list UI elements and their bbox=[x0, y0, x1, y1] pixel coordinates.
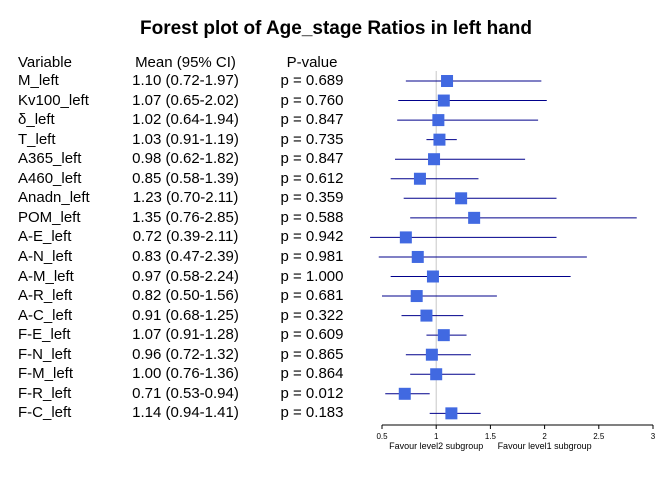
row-variable-label: F-R_left bbox=[18, 384, 72, 402]
x-label-left: Favour level2 subgroup bbox=[389, 441, 483, 451]
point-estimate-marker bbox=[413, 172, 426, 185]
row-variable-label: F-M_left bbox=[18, 365, 74, 383]
row-mean-ci-text: 0.97 (0.58-2.24) bbox=[132, 267, 239, 285]
row-mean-ci-text: 1.07 (0.91-1.28) bbox=[132, 326, 239, 344]
row-p-value-text: p = 0.847 bbox=[280, 150, 344, 168]
x-tick-label: 0.5 bbox=[376, 432, 388, 441]
row-p-value-text: p = 0.735 bbox=[280, 130, 344, 148]
row-variable-label: F-E_left bbox=[18, 326, 71, 344]
row-mean-ci-text: 0.71 (0.53-0.94) bbox=[132, 384, 239, 402]
row-variable-label: A-M_left bbox=[18, 267, 74, 285]
point-estimate-marker bbox=[430, 368, 443, 381]
row-p-value-text: p = 0.609 bbox=[280, 326, 344, 344]
row-variable-label: A-N_left bbox=[18, 247, 73, 265]
chart-title: Forest plot of Age_stage Ratios in left … bbox=[140, 18, 532, 39]
row-p-value-text: p = 1.000 bbox=[280, 267, 344, 285]
row-mean-ci-text: 1.10 (0.72-1.97) bbox=[132, 72, 239, 89]
row-variable-label: A460_left bbox=[18, 169, 82, 187]
point-estimate-marker bbox=[433, 133, 446, 146]
point-estimate-marker bbox=[437, 94, 450, 107]
row-variable-label: A-E_left bbox=[18, 228, 72, 246]
row-variable-label: A-C_left bbox=[18, 306, 73, 324]
point-estimate-marker bbox=[410, 290, 423, 303]
x-tick-label: 2.5 bbox=[593, 432, 605, 441]
row-mean-ci-text: 1.23 (0.70-2.11) bbox=[132, 189, 239, 207]
x-tick-label: 2 bbox=[542, 432, 547, 441]
row-p-value-text: p = 0.183 bbox=[280, 404, 344, 422]
point-estimate-marker bbox=[411, 250, 424, 263]
row-p-value-text: p = 0.588 bbox=[280, 208, 344, 226]
x-tick-label: 1.5 bbox=[485, 432, 497, 441]
header-p-value: P-value bbox=[286, 54, 338, 71]
point-estimate-marker bbox=[428, 153, 441, 166]
point-estimate-marker bbox=[420, 309, 433, 322]
row-p-value-text: p = 0.760 bbox=[280, 91, 344, 109]
row-p-value-text: p = 0.359 bbox=[280, 189, 344, 207]
row-p-value-text: p = 0.981 bbox=[280, 247, 344, 265]
x-tick-label: 3 bbox=[651, 432, 656, 441]
row-mean-ci-text: 1.03 (0.91-1.19) bbox=[132, 130, 239, 148]
point-estimate-marker bbox=[455, 192, 468, 205]
row-mean-ci-text: 1.35 (0.76-2.85) bbox=[132, 208, 239, 226]
point-estimate-marker bbox=[425, 348, 438, 361]
point-estimate-marker bbox=[468, 211, 481, 224]
row-p-value-text: p = 0.942 bbox=[280, 228, 344, 246]
point-estimate-marker bbox=[399, 231, 412, 244]
row-mean-ci-text: 1.00 (0.76-1.36) bbox=[132, 365, 239, 383]
row-mean-ci-text: 0.72 (0.39-2.11) bbox=[132, 228, 239, 246]
row-variable-label: POM_left bbox=[18, 208, 81, 226]
row-p-value-text: p = 0.865 bbox=[280, 345, 344, 363]
row-p-value-text: p = 0.864 bbox=[280, 365, 344, 383]
row-p-value-text: p = 0.322 bbox=[280, 306, 344, 324]
x-tick-label: 1 bbox=[434, 432, 439, 441]
row-p-value-text: p = 0.012 bbox=[280, 384, 344, 402]
header-mean-ci: Mean (95% CI) bbox=[135, 54, 236, 71]
row-variable-label: δ_left bbox=[18, 111, 55, 129]
row-p-value-text: p = 0.681 bbox=[280, 287, 344, 305]
row-mean-ci-text: 0.82 (0.50-1.56) bbox=[132, 287, 239, 305]
row-mean-ci-text: 0.91 (0.68-1.25) bbox=[132, 306, 239, 324]
point-estimate-marker bbox=[437, 329, 450, 342]
row-mean-ci-text: 0.98 (0.62-1.82) bbox=[132, 150, 239, 168]
row-variable-label: Kv100_left bbox=[18, 91, 89, 109]
row-mean-ci-text: 1.02 (0.64-1.94) bbox=[132, 111, 239, 129]
row-variable-label: A-R_left bbox=[18, 287, 73, 305]
row-mean-ci-text: 0.96 (0.72-1.32) bbox=[132, 345, 239, 363]
row-p-value-text: p = 0.612 bbox=[280, 169, 344, 187]
row-variable-label: F-N_left bbox=[18, 345, 72, 363]
row-mean-ci-text: 1.07 (0.65-2.02) bbox=[132, 91, 239, 109]
point-estimate-marker bbox=[445, 407, 458, 420]
row-variable-label: Anadn_left bbox=[18, 189, 90, 207]
row-mean-ci-text: 0.85 (0.58-1.39) bbox=[132, 169, 239, 187]
point-estimate-marker bbox=[441, 75, 454, 87]
row-mean-ci-text: 1.14 (0.94-1.41) bbox=[132, 404, 239, 422]
row-mean-ci-text: 0.83 (0.47-2.39) bbox=[132, 247, 239, 265]
row-p-value-text: p = 0.689 bbox=[280, 72, 344, 89]
x-label-right: Favour level1 subgroup bbox=[498, 441, 592, 451]
row-variable-label: M_left bbox=[18, 72, 59, 89]
point-estimate-marker bbox=[432, 114, 445, 127]
row-variable-label: A365_left bbox=[18, 150, 82, 168]
header-variable: Variable bbox=[18, 54, 72, 71]
point-estimate-marker bbox=[426, 270, 439, 283]
row-variable-label: T_left bbox=[18, 130, 56, 148]
row-variable-label: F-C_left bbox=[18, 404, 72, 422]
row-p-value-text: p = 0.847 bbox=[280, 111, 344, 129]
point-estimate-marker bbox=[398, 387, 411, 400]
